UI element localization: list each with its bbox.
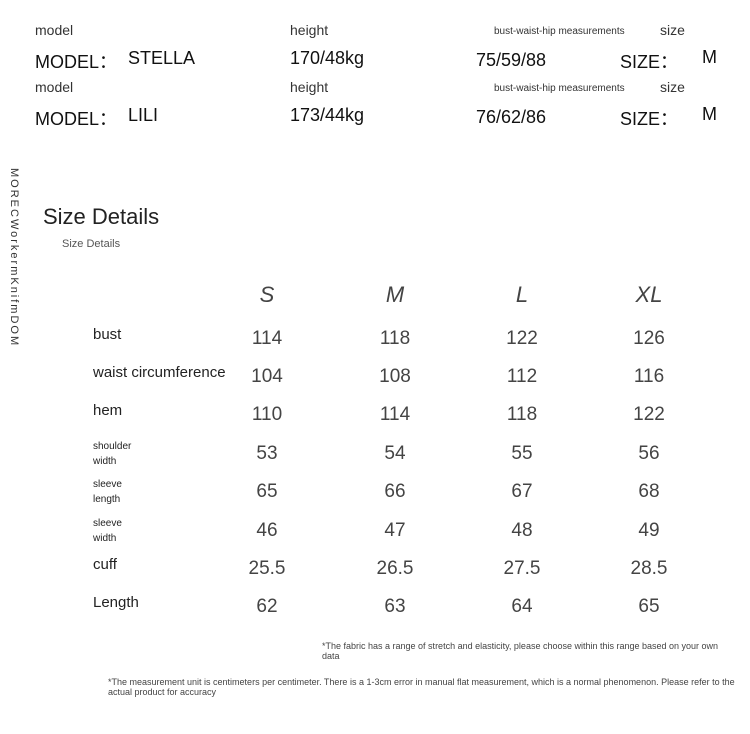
row-label: waist circumference [93, 364, 226, 381]
cell-value: 114 [251, 328, 283, 349]
cell-value: 26.5 [376, 558, 414, 579]
field-label: bust-waist-hip measurements [494, 83, 625, 94]
cell-value: 126 [633, 328, 665, 349]
field-label: size [660, 22, 685, 38]
cell-value: 112 [506, 366, 538, 387]
cell-value: 46 [256, 520, 278, 541]
model-size: M [702, 104, 717, 124]
note: *The fabric has a range of stretch and e… [322, 641, 719, 661]
cell-value: 63 [384, 596, 406, 617]
field-label: model [35, 22, 74, 38]
cell-value: 114 [379, 404, 411, 425]
cell-value: 54 [384, 443, 406, 464]
field-label: height [290, 22, 329, 38]
model-size: M [702, 47, 717, 67]
title: Size Details [43, 204, 160, 229]
size-prefix: SIZE： [620, 109, 679, 129]
model-height: 173/44kg [290, 105, 365, 125]
side-text: MORECWorkermKnifmDOM [8, 168, 20, 348]
cell-value: 108 [379, 366, 411, 387]
cell-value: 66 [384, 481, 406, 502]
cell-value: 122 [633, 404, 665, 425]
row-label: Length [93, 594, 139, 611]
row-label: bust [93, 326, 122, 343]
cell-value: 25.5 [248, 558, 286, 579]
cell-value: 62 [256, 596, 278, 617]
model-measurements: 76/62/86 [476, 107, 547, 127]
row-label: shoulder width [93, 441, 132, 467]
column-header: XL [635, 282, 663, 307]
column-header: S [259, 282, 275, 307]
model-height: 170/48kg [290, 48, 365, 68]
cell-value: 47 [384, 520, 406, 541]
cell-value: 64 [511, 596, 533, 617]
cell-value: 27.5 [503, 558, 541, 579]
cell-value: 104 [251, 366, 283, 387]
subtitle: Size Details [62, 238, 121, 250]
column-header: M [385, 282, 405, 307]
cell-value: 118 [379, 328, 411, 349]
cell-value: 68 [638, 481, 660, 502]
size-prefix: SIZE： [620, 52, 679, 72]
cell-value: 53 [256, 443, 278, 464]
cell-value: 118 [506, 404, 538, 425]
cell-value: 116 [633, 366, 665, 387]
row-label: cuff [93, 556, 117, 573]
field-label: bust-waist-hip measurements [494, 26, 625, 37]
field-label: size [660, 79, 685, 95]
cell-value: 55 [511, 443, 533, 464]
cell-value: 122 [506, 328, 538, 349]
model-prefix: MODEL： [35, 52, 118, 72]
row-label: hem [93, 402, 123, 419]
model-prefix: MODEL： [35, 109, 118, 129]
row-label: sleeve length [93, 479, 122, 505]
note: *The measurement unit is centimeters per… [108, 677, 735, 697]
cell-value: 28.5 [630, 558, 668, 579]
column-header: L [515, 282, 529, 307]
model-measurements: 75/59/88 [476, 50, 547, 70]
cell-value: 65 [256, 481, 278, 502]
row-label: sleeve width [93, 518, 122, 544]
field-label: model [35, 79, 74, 95]
cell-value: 65 [638, 596, 660, 617]
cell-value: 110 [251, 404, 283, 425]
cell-value: 49 [638, 520, 660, 541]
model-name: LILI [128, 105, 159, 125]
cell-value: 56 [638, 443, 660, 464]
cell-value: 48 [511, 520, 533, 541]
cell-value: 67 [511, 481, 533, 502]
model-name: STELLA [128, 48, 196, 68]
field-label: height [290, 79, 329, 95]
